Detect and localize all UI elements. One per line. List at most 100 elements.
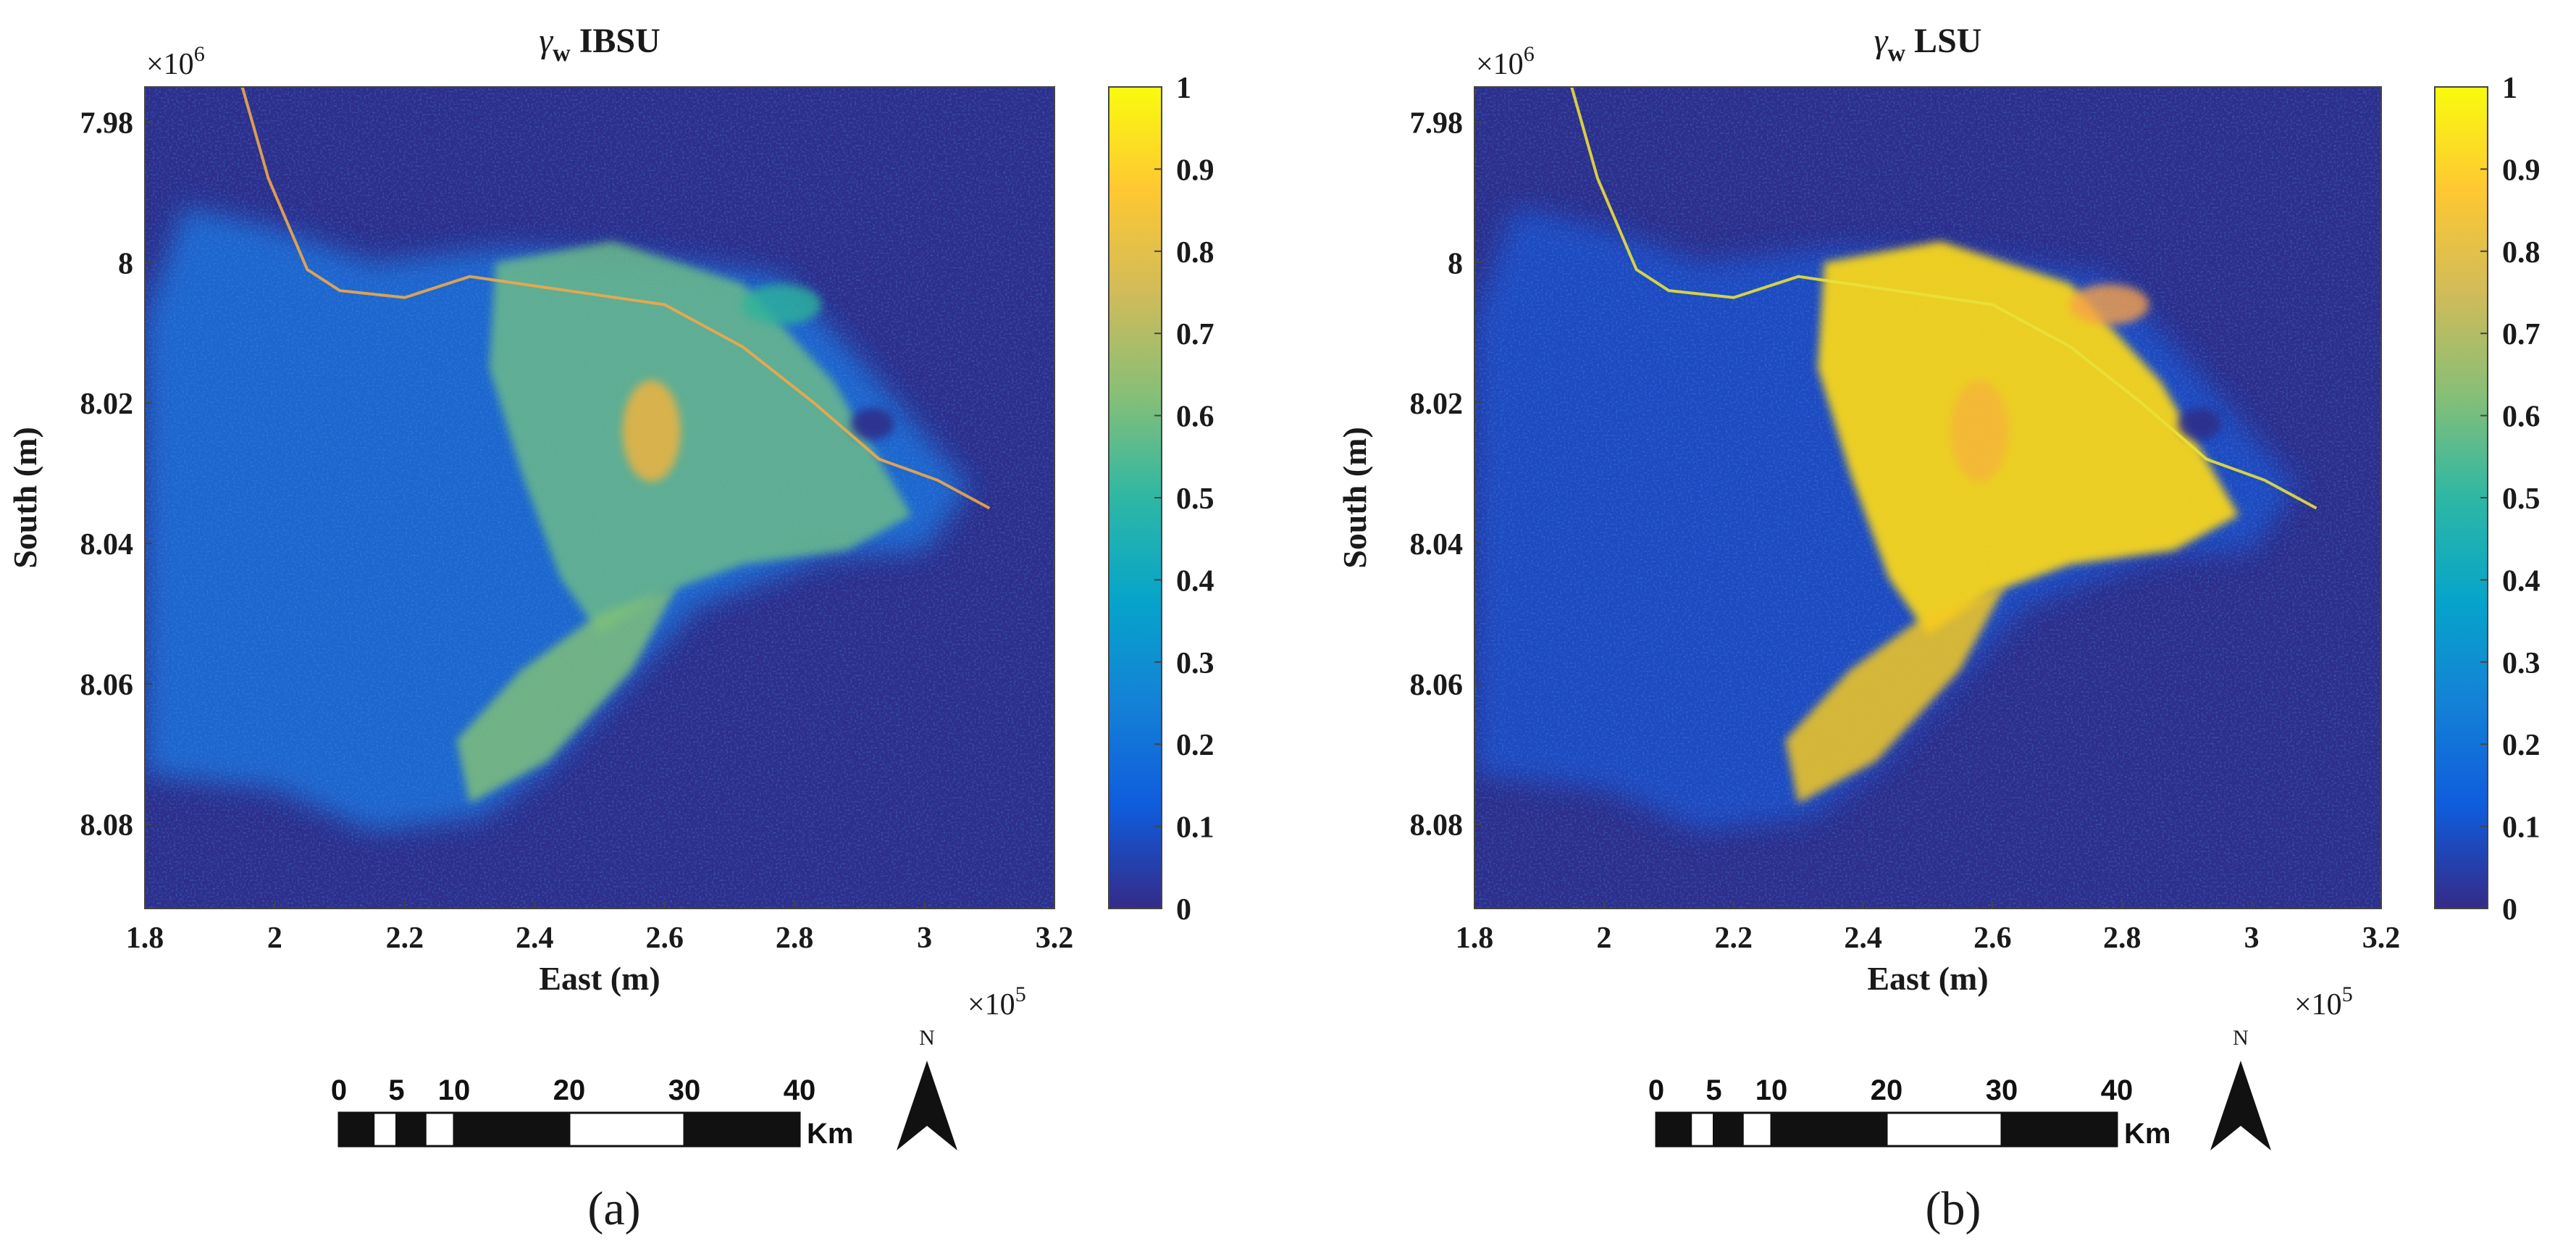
x-tick-label: 1.8 [126, 922, 164, 955]
scale-bar-label: 20 [553, 1074, 586, 1106]
x-tick-label: 2.6 [1973, 922, 2012, 955]
colorbar-tick-label: 0.4 [1176, 564, 1214, 598]
colorbar-tick-label: 0.8 [2502, 236, 2541, 270]
plot-frame [1474, 86, 2382, 909]
north-arrow-shape [2210, 1061, 2271, 1150]
panel-b: 1.8 2 2.2 2.4 2.6 2.8 3 3.2 7.98 8 8.02 8.04 8.06 8.0… [1336, 22, 2541, 1235]
scale-bar-label: 30 [668, 1074, 701, 1106]
colorbar-tick-label: 0 [2502, 893, 2517, 927]
y-tick-label: 8 [1448, 247, 1463, 280]
y-tick-label: 8.04 [1410, 528, 1464, 561]
x-exponent-label: ×105 [968, 982, 1026, 1022]
y-tick-label: 8.08 [1410, 809, 1464, 843]
panel-label: (b) [1926, 1182, 1981, 1235]
y-axis-label: South (m) [7, 427, 43, 569]
colorbar [2434, 86, 2488, 909]
scale-bar-label: 30 [1986, 1074, 2018, 1106]
north-arrow-icon: N [897, 1026, 957, 1150]
flood-tail [1785, 585, 2006, 803]
scale-bar-segment [372, 1111, 398, 1148]
scale-bar-segment [1885, 1111, 2003, 1148]
x-tick-label: 2.8 [776, 922, 814, 955]
y-tick-label: 7.98 [80, 106, 134, 140]
north-arrow-shape [897, 1061, 957, 1150]
colorbar-tick-label: 0.5 [2502, 483, 2541, 516]
chart-title: γw LSU [1874, 22, 1982, 67]
hotspot [1950, 380, 2009, 482]
x-tick-label: 2.8 [2103, 922, 2141, 955]
lake-dark [2178, 408, 2222, 440]
y-tick-label: 8.06 [80, 669, 134, 702]
scale-bar-segment [568, 1111, 686, 1148]
scale-bar-unit: Km [807, 1118, 853, 1150]
x-tick-label: 2.2 [1714, 922, 1753, 955]
y-exponent-label: ×106 [1476, 42, 1535, 81]
scale-bar-label: 10 [438, 1074, 471, 1106]
panel-label: (a) [587, 1182, 640, 1235]
y-tick-label: 8.04 [80, 528, 134, 561]
colorbar-tick-label: 0 [1176, 893, 1191, 927]
y-tick-label: 7.98 [1410, 106, 1464, 140]
scale-bar: 0 5 10 20 30 40 Km [1648, 1074, 2171, 1150]
y-tick-label: 8.02 [1410, 388, 1464, 421]
hotspot [742, 284, 822, 325]
lake-dark [850, 408, 894, 440]
x-tick-label: 2.2 [386, 922, 424, 955]
north-arrow-icon: N [2210, 1026, 2271, 1150]
north-label: N [919, 1026, 935, 1050]
scale-bar-segment [424, 1111, 456, 1148]
scale-bar-label: 0 [331, 1074, 347, 1106]
colorbar-tick-label: 0.4 [2502, 564, 2541, 598]
scale-bar-segment [453, 1111, 571, 1148]
hotspot [622, 380, 681, 482]
scale-bar-label: 20 [1871, 1074, 1903, 1106]
flood-tail [456, 585, 678, 803]
map-image [1474, 87, 2381, 908]
x-tick-label: 3.2 [1036, 922, 1074, 955]
scale-bar-label: 10 [1755, 1074, 1788, 1106]
y-exponent-label: ×106 [146, 42, 205, 81]
x-tick-label: 1.8 [1456, 922, 1494, 955]
colorbar-tick-label: 0.5 [1176, 483, 1214, 516]
scale-bar-unit: Km [2124, 1118, 2170, 1150]
x-axis-label: East (m) [1867, 960, 1988, 997]
y-tick-label: 8.08 [80, 809, 134, 843]
colorbar-tick-label: 0.9 [1176, 154, 1214, 187]
scale-bar: 0 5 10 20 30 40 Km [331, 1074, 854, 1150]
scale-bar-segment [1741, 1111, 1773, 1148]
scale-bar-segment [2000, 1111, 2118, 1148]
x-tick-label: 3 [917, 922, 932, 955]
y-tick-label: 8 [118, 247, 133, 280]
scale-bar-label: 5 [1706, 1074, 1721, 1106]
scale-bar-segment [1655, 1111, 1692, 1148]
map-image [145, 87, 1054, 908]
x-tick-label: 2 [267, 922, 282, 955]
scale-bar-label: 0 [1648, 1074, 1664, 1106]
y-tick-label: 8.06 [1410, 669, 1464, 702]
x-tick-label: 2.4 [516, 922, 554, 955]
x-tick-label: 2.4 [1844, 922, 1882, 955]
colorbar-tick-label: 0.7 [2502, 318, 2541, 351]
flood-core [1817, 241, 2239, 635]
scale-bar-segment [683, 1111, 801, 1148]
y-axis-label: South (m) [1336, 427, 1373, 569]
x-tick-label: 3.2 [2362, 922, 2401, 955]
colorbar-tick-label: 0.8 [1176, 236, 1214, 270]
scale-bar-segment [337, 1111, 375, 1148]
plot-frame [144, 86, 1055, 909]
panel-a: 1.8 2 2.2 2.4 2.6 2.8 3 3.2 7.98 8 8.02 8.04 8.06 8.0… [7, 22, 1214, 1235]
north-label: N [2233, 1026, 2249, 1050]
colorbar-tick-label: 0.6 [2502, 401, 2541, 434]
panels-layer: 1.8 2 2.2 2.4 2.6 2.8 3 3.2 7.98 8 8.02 8.04 8.06 8.0… [7, 22, 2541, 1235]
colorbar-tick-label: 1 [1176, 72, 1191, 105]
colorbar-tick-label: 0.2 [2502, 729, 2541, 762]
flood-core [489, 241, 912, 635]
colorbar-tick-label: 0.9 [2502, 154, 2541, 187]
x-exponent-label: ×105 [2294, 982, 2353, 1022]
y-tick-label: 8.02 [80, 388, 134, 421]
chart-title: γw IBSU [539, 22, 660, 67]
scale-bar-segment [1770, 1111, 1888, 1148]
colorbar [1108, 86, 1162, 909]
scale-bar-label: 40 [784, 1074, 816, 1106]
